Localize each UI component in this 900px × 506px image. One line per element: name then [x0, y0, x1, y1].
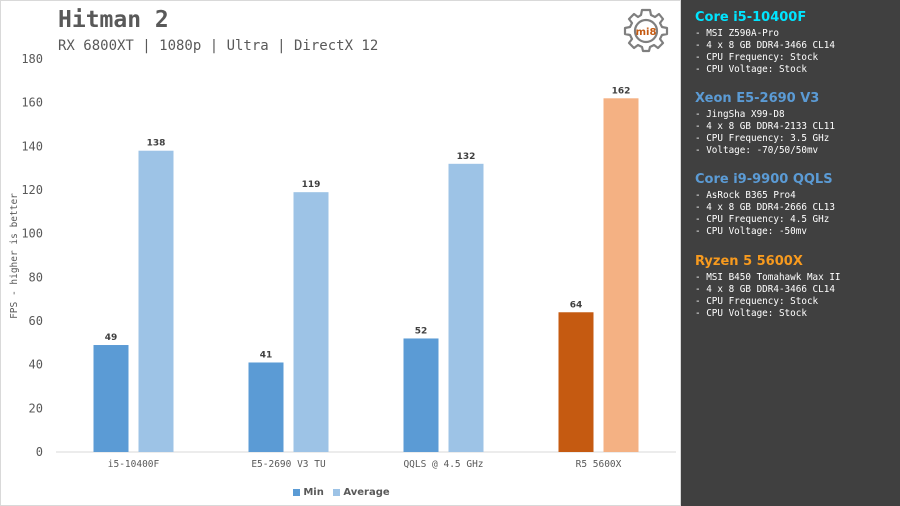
legend-swatch-min	[293, 489, 301, 496]
spec-title: Ryzen 5 5600X	[695, 254, 803, 269]
y-tick-label: 20	[29, 401, 43, 415]
bar-value-label: 49	[105, 333, 118, 343]
legend-item-average: Average	[333, 487, 390, 498]
legend-swatch-average	[333, 489, 341, 496]
spec-line: - 4 x 8 GB DDR4-3466 CL14	[695, 40, 835, 51]
y-axis: 0 20 40 60 80 100 120 140 160 180	[21, 52, 43, 459]
spec-line: - CPU Frequency: 4.5 GHz	[695, 214, 830, 225]
y-tick-label: 100	[21, 227, 43, 241]
bar-min-3	[403, 338, 439, 452]
bars: 49 138 41 119 52 132 64 162	[93, 86, 639, 453]
legend-item-min: Min	[293, 487, 324, 498]
x-tick-label: QQLS @ 4.5 GHz	[403, 459, 483, 470]
y-tick-label: 180	[21, 52, 43, 66]
bar-average-1	[138, 150, 174, 452]
spec-line: - JingSha X99-D8	[695, 109, 785, 120]
spec-title: Core i9-9900 QQLS	[695, 172, 833, 187]
bar-min-4	[558, 312, 594, 452]
spec-line: - 4 x 8 GB DDR4-2666 CL13	[695, 202, 835, 213]
chart-area: Hitman 2 RX 6800XT | 1080p | Ultra | Dir…	[0, 0, 681, 506]
y-tick-label: 80	[29, 270, 43, 284]
bar-average-2	[293, 192, 329, 452]
x-tick-label: i5-10400F	[108, 459, 160, 470]
bar-value-label: 52	[415, 326, 428, 336]
x-tick-label: R5 5600X	[576, 459, 622, 470]
chart-title: Hitman 2	[58, 7, 169, 33]
spec-line: - Voltage: -70/50/50mv	[695, 145, 819, 156]
spec-line: - MSI Z590A-Pro	[695, 28, 779, 39]
bar-min-1	[93, 345, 129, 452]
legend: Min Average	[1, 487, 682, 499]
spec-line: - CPU Voltage: Stock	[695, 64, 807, 75]
bar-value-label: 119	[302, 180, 321, 190]
spec-line: - 4 x 8 GB DDR4-2133 CL11	[695, 121, 835, 132]
spec-line: - CPU Frequency: 3.5 GHz	[695, 133, 830, 144]
spec-block-i9: Core i9-9900 QQLS - AsRock B365 Pro4 - 4…	[695, 172, 835, 238]
legend-label-average: Average	[343, 487, 390, 498]
logo-text: mi8	[636, 27, 657, 38]
legend-label-min: Min	[303, 487, 324, 498]
spec-title: Xeon E5-2690 V3	[695, 91, 820, 106]
spec-line: - CPU Frequency: Stock	[695, 296, 819, 307]
x-tick-label: E5-2690 V3 TU	[251, 459, 326, 470]
y-tick-label: 0	[36, 445, 43, 459]
x-axis-labels: i5-10400F E5-2690 V3 TU QQLS @ 4.5 GHz R5 5…	[108, 459, 622, 470]
bar-chart: 0 20 40 60 80 100 120 140 160 180 49 138 41 119 52 132…	[9, 52, 676, 470]
y-tick-label: 120	[21, 183, 43, 197]
y-axis-title: FPS - higher is better	[9, 193, 20, 319]
spec-block-xeon: Xeon E5-2690 V3 - JingSha X99-D8 - 4 x 8…	[695, 91, 835, 157]
y-tick-label: 160	[21, 96, 43, 110]
spec-panel: Core i5-10400F - MSI Z590A-Pro - 4 x 8 G…	[681, 0, 900, 506]
spec-line: - 4 x 8 GB DDR4-3466 CL14	[695, 284, 835, 295]
bar-min-2	[248, 362, 284, 452]
spec-line: - CPU Voltage: Stock	[695, 308, 807, 319]
spec-title: Core i5-10400F	[695, 10, 807, 25]
spec-block-i5: Core i5-10400F - MSI Z590A-Pro - 4 x 8 G…	[695, 10, 835, 76]
spec-block-ryzen: Ryzen 5 5600X - MSI B450 Tomahawk Max II…	[695, 254, 841, 320]
chart-subtitle: RX 6800XT | 1080p | Ultra | DirectX 12	[58, 38, 379, 54]
spec-line: - MSI B450 Tomahawk Max II	[695, 272, 841, 283]
gear-logo-icon: mi8	[623, 8, 669, 53]
bar-average-3	[448, 163, 484, 453]
bar-value-label: 162	[612, 86, 631, 96]
y-tick-label: 40	[29, 358, 43, 372]
spec-line: - CPU Frequency: Stock	[695, 52, 819, 63]
spec-line: - CPU Voltage: -50mv	[695, 226, 807, 237]
bar-value-label: 132	[457, 152, 476, 162]
y-tick-label: 140	[21, 139, 43, 153]
bar-value-label: 138	[147, 139, 166, 149]
bar-value-label: 41	[260, 350, 273, 360]
bar-value-label: 64	[570, 300, 583, 310]
spec-line: - AsRock B365 Pro4	[695, 190, 796, 201]
bar-average-4	[603, 98, 639, 453]
y-tick-label: 60	[29, 314, 43, 328]
